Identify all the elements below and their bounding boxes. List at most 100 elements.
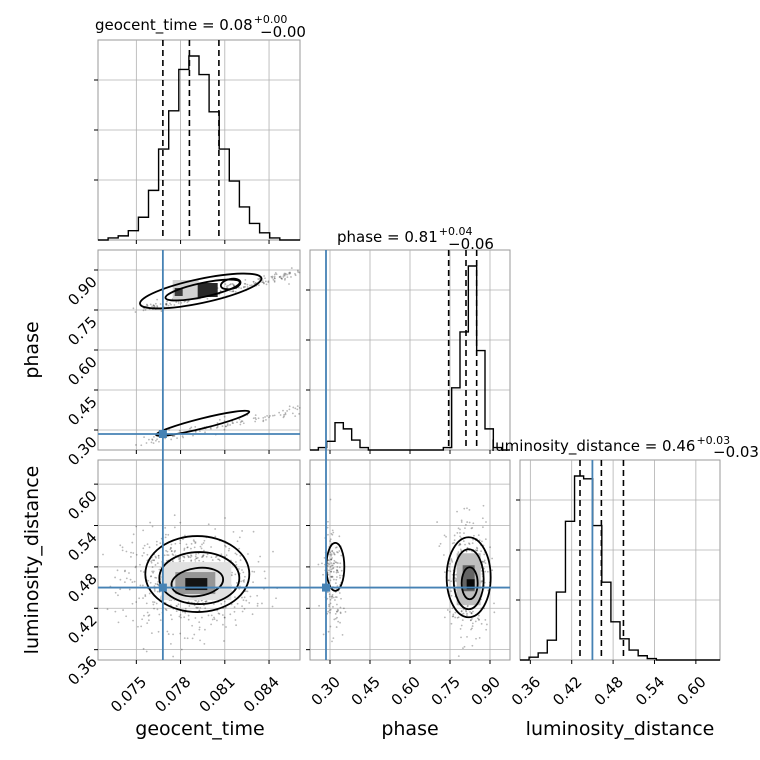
sample-lumdist-geocent-412 (236, 581, 238, 584)
title-geocent-time-main: geocent_time = 0.08 (95, 16, 253, 35)
sample-phase-geocent-328 (262, 419, 265, 422)
sample-lumdist-phase-23 (336, 576, 338, 578)
sample-lumdist-geocent-506 (245, 599, 248, 602)
sample-lumdist-geocent-622 (155, 576, 158, 579)
sample-lumdist-phase-544 (485, 628, 488, 631)
sample-lumdist-geocent-685 (241, 605, 243, 608)
sample-lumdist-geocent-206 (146, 543, 149, 546)
sample-lumdist-phase-39 (331, 557, 333, 559)
sample-phase-geocent-154 (252, 280, 255, 283)
sample-lumdist-phase-366 (455, 573, 457, 576)
sample-lumdist-geocent-31 (239, 559, 242, 561)
sample-lumdist-geocent-521 (227, 549, 230, 552)
sample-lumdist-geocent-387 (124, 569, 126, 572)
sample-lumdist-geocent-583 (169, 546, 172, 549)
sample-lumdist-geocent-636 (275, 597, 277, 600)
sample-lumdist-geocent-324 (159, 542, 162, 545)
sample-lumdist-geocent-136 (264, 577, 267, 580)
sample-phase-geocent-372 (192, 434, 194, 437)
sample-lumdist-phase-349 (338, 550, 341, 552)
sample-phase-geocent-54 (268, 416, 270, 419)
sample-lumdist-geocent-352 (241, 530, 244, 532)
sample-lumdist-geocent-519 (189, 556, 192, 559)
sample-phase-geocent-350 (289, 271, 291, 274)
sample-phase-geocent-63 (165, 303, 167, 306)
sample-lumdist-geocent-632 (234, 619, 237, 621)
sample-lumdist-geocent-71 (256, 594, 259, 597)
sample-lumdist-geocent-99 (147, 619, 150, 622)
sample-phase-geocent-206 (274, 272, 277, 274)
tick-label-x-luminosity_distance-2: 0.48 (591, 673, 627, 709)
sample-phase-geocent-47 (267, 281, 270, 284)
sample-phase-geocent-160 (257, 278, 259, 280)
sample-lumdist-geocent-498 (139, 563, 141, 566)
sample-lumdist-geocent-218 (128, 572, 130, 574)
sample-lumdist-geocent-144 (125, 615, 128, 618)
sample-lumdist-geocent-688 (156, 583, 159, 586)
sample-phase-geocent-13 (206, 297, 209, 300)
sample-lumdist-geocent-511 (121, 549, 124, 552)
sample-lumdist-phase-229 (464, 523, 467, 526)
sample-lumdist-geocent-107 (125, 577, 128, 580)
sample-phase-geocent-322 (273, 273, 276, 276)
tick-label-x-geocent_time-0: 0.075 (107, 673, 150, 716)
tick-label-x-phase-4: 0.90 (468, 673, 504, 709)
sample-lumdist-phase-404 (478, 539, 481, 542)
sample-lumdist-phase-275 (327, 520, 329, 523)
sample-lumdist-phase-585 (459, 543, 462, 546)
sample-lumdist-phase-550 (328, 603, 330, 606)
sample-lumdist-geocent-477 (133, 580, 136, 583)
sample-lumdist-geocent-698 (144, 595, 147, 598)
sample-lumdist-phase-454 (468, 509, 471, 511)
sample-phase-geocent-87 (243, 286, 245, 288)
sample-phase-geocent-202 (286, 273, 288, 276)
sample-lumdist-geocent-39 (157, 581, 160, 583)
sample-lumdist-phase-236 (470, 628, 472, 631)
sample-lumdist-phase-221 (329, 579, 332, 582)
sample-lumdist-phase-447 (326, 591, 329, 594)
sample-lumdist-phase-175 (336, 562, 339, 564)
sample-phase-geocent-100 (262, 416, 265, 419)
tick-label-x-phase-1: 0.45 (348, 673, 384, 709)
sample-lumdist-geocent-328 (187, 618, 190, 621)
sample-lumdist-phase-280 (450, 594, 453, 597)
sample-lumdist-geocent-28 (119, 588, 122, 591)
sample-lumdist-geocent-375 (234, 596, 236, 599)
sample-lumdist-geocent-654 (150, 561, 153, 564)
sample-lumdist-geocent-661 (148, 614, 151, 616)
sample-lumdist-geocent-246 (210, 546, 212, 548)
sample-lumdist-geocent-599 (156, 590, 159, 593)
sample-lumdist-geocent-603 (224, 544, 226, 547)
sample-lumdist-geocent-434 (131, 581, 134, 583)
sample-lumdist-geocent-577 (174, 554, 177, 557)
sample-lumdist-geocent-240 (158, 568, 161, 571)
sample-lumdist-geocent-139 (196, 601, 199, 604)
sample-lumdist-phase-43 (457, 551, 460, 554)
sample-lumdist-phase-592 (470, 612, 473, 615)
sample-phase-geocent-32 (135, 444, 137, 446)
sample-phase-geocent-172 (229, 290, 231, 292)
sample-lumdist-phase-333 (471, 644, 474, 647)
sample-lumdist-phase-128 (329, 602, 332, 605)
sample-phase-geocent-104 (271, 276, 274, 279)
sample-lumdist-phase-164 (341, 633, 344, 636)
sample-lumdist-geocent-151 (198, 626, 201, 629)
sample-lumdist-geocent-401 (164, 526, 167, 529)
sample-phase-geocent-117 (152, 304, 155, 306)
sample-phase-geocent-129 (156, 298, 159, 301)
sample-lumdist-geocent-488 (223, 616, 226, 619)
sample-lumdist-phase-564 (336, 616, 338, 619)
sample-lumdist-geocent-310 (214, 535, 217, 538)
sample-lumdist-geocent-249 (249, 595, 252, 598)
sample-lumdist-geocent-215 (171, 559, 174, 562)
sample-phase-geocent-239 (272, 414, 274, 417)
sample-lumdist-phase-469 (462, 612, 465, 615)
sample-lumdist-geocent-160 (169, 548, 172, 551)
sample-lumdist-geocent-576 (207, 614, 210, 617)
sample-lumdist-geocent-127 (218, 558, 220, 561)
sample-lumdist-phase-29 (330, 532, 333, 535)
sample-lumdist-geocent-484 (142, 647, 145, 650)
sample-phase-geocent-53 (252, 417, 255, 420)
sample-lumdist-phase-586 (327, 559, 330, 562)
